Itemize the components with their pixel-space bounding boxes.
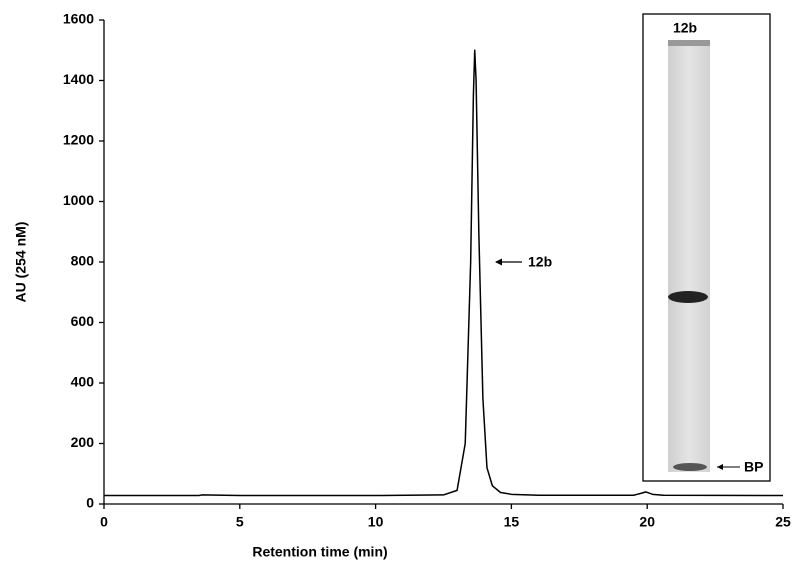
y-tick-label: 600 xyxy=(71,313,95,329)
y-tick-label: 200 xyxy=(71,434,95,450)
trace xyxy=(104,49,784,497)
x-tick-label: 10 xyxy=(368,514,384,530)
inset-marker-label: BP xyxy=(744,459,763,475)
annotation-arrow-head xyxy=(495,258,502,266)
x-tick-label: 25 xyxy=(775,514,791,530)
y-tick-label: 0 xyxy=(86,495,94,511)
y-tick-label: 1000 xyxy=(63,192,94,208)
gel-well xyxy=(668,40,710,46)
inset-lane-label: 12b xyxy=(673,20,697,36)
x-tick-label: 0 xyxy=(100,514,108,530)
y-tick-label: 1600 xyxy=(63,11,94,27)
x-tick-label: 15 xyxy=(504,514,520,530)
y-tick-label: 400 xyxy=(71,374,95,390)
y-tick-label: 1400 xyxy=(63,71,94,87)
x-axis-label: Retention time (min) xyxy=(252,544,387,560)
gel-band-bp xyxy=(673,463,707,471)
gel-lane xyxy=(668,40,710,472)
y-tick-label: 1200 xyxy=(63,132,94,148)
x-tick-label: 5 xyxy=(236,514,244,530)
y-axis-label: AU (254 nM) xyxy=(13,222,29,303)
bp-arrow-head xyxy=(717,464,723,470)
x-tick-label: 20 xyxy=(639,514,655,530)
annotation: 12b xyxy=(528,254,552,270)
gel-band xyxy=(668,291,708,303)
y-tick-label: 800 xyxy=(71,253,95,269)
